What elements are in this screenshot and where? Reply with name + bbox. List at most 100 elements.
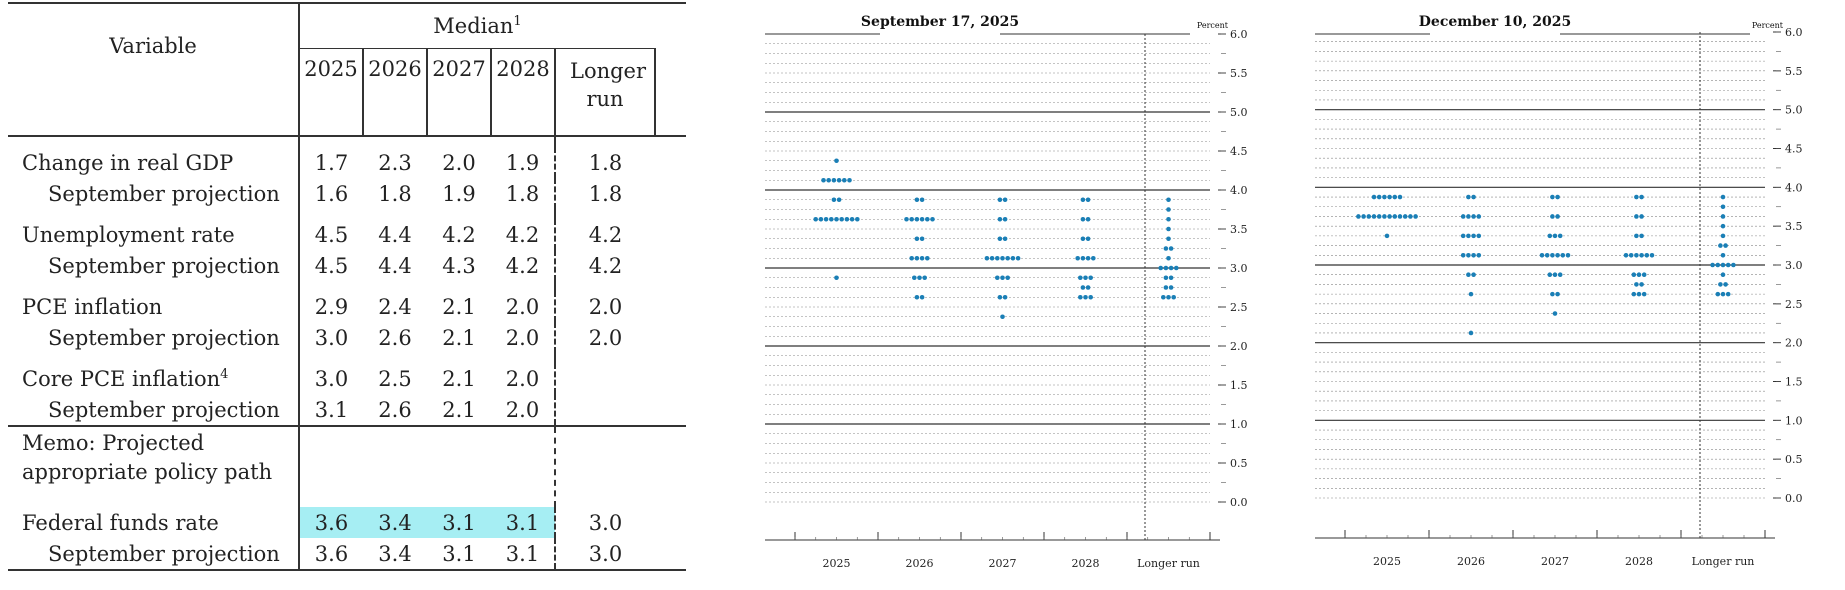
y-tick-label: 5.0 [1785,104,1803,117]
participant-dot [1725,262,1731,268]
y-tick-label: 3.0 [1785,259,1803,272]
participant-dot [1460,252,1466,258]
participant-dot [1166,255,1171,261]
participant-dot [1557,272,1563,278]
table-cell: 2.0 [442,150,476,175]
x-tick-label: Longer run [1137,557,1200,570]
participant-dot [919,216,925,222]
participant-dot [834,216,839,222]
participant-dot [1639,214,1644,219]
table-cell: 3.0 [588,510,623,535]
participant-dot [1080,216,1086,222]
participant-dot [1720,233,1726,239]
participant-dot [1168,265,1174,271]
participant-dot [1088,294,1093,300]
participant-dot [1718,282,1723,287]
table-cell: 4.3 [442,253,476,278]
y-tick-label: 5.5 [1785,65,1803,78]
table-cell: 3.1 [299,394,363,427]
table-cell: 2.9 [314,294,349,319]
projections-table: Variable Median1 2025 2026 2027 2028 Lon… [8,2,686,571]
participant-dot [1000,314,1005,320]
participant-dot [1471,194,1476,200]
participant-dot [1476,233,1482,239]
memo-label: Memo: Projected appropriate policy path [8,426,300,507]
table-cell: 4.2 [588,253,623,278]
participant-dot [1088,275,1093,281]
projections-table-panel: Variable Median1 2025 2026 2027 2028 Lon… [0,0,740,586]
y-tick-label: 2.5 [1230,301,1248,314]
participant-dot [1639,233,1644,239]
cut-cell [655,250,686,281]
dot-plot-svg: September 17, 2025 Percent 0.0 0.5 1.0 1.5 2.0… [765,14,1248,570]
participant-dot [1000,275,1005,281]
participant-dot [1080,285,1086,290]
median-header: Median1 [299,2,655,49]
participant-dot [818,216,824,222]
dot-plot-september: September 17, 2025 Percent 0.0 0.5 1.0 1.5 2.0… [760,0,1280,586]
participant-dot [1384,233,1390,239]
participant-dot [1163,265,1169,271]
y-tick-label: 4.5 [1230,145,1248,158]
row-label-text: Core PCE inflation [22,366,221,391]
x-tick-label: 2025 [823,557,851,570]
participant-dot [1468,330,1474,336]
participant-dot [1723,282,1728,287]
table-cell: 3.0 [314,325,349,350]
participant-dot [1555,291,1560,297]
participant-dot [1161,294,1166,300]
participant-dot [1555,252,1560,258]
participant-dot [1168,275,1174,281]
y-tick-label: 2.0 [1230,340,1248,353]
participant-dot [1413,214,1418,219]
table-cell: 2.0 [491,322,556,353]
table-cell: 2.1 [442,325,476,350]
participant-dot [1078,294,1083,300]
table-cell: 1.6 [314,181,349,206]
participant-dot [909,216,914,222]
participant-dot [1408,214,1413,219]
table-cell-highlighted: 3.4 [363,507,427,538]
table-cell: 1.8 [588,181,623,206]
participant-dot [1080,197,1086,203]
participant-dot [997,294,1003,300]
participant-dot [1547,272,1553,278]
participant-dot [1356,214,1361,219]
participant-dot [989,255,995,261]
x-tick-label: Longer run [1692,555,1755,568]
cut-cell [655,147,686,178]
table-cell: 2.3 [378,150,412,175]
participant-dot [1466,194,1471,200]
participant-dot [1387,214,1392,219]
participant-dot [1565,252,1571,258]
participant-dot [1010,255,1016,261]
table-row: September projection 3.6 3.4 3.1 3.1 3.0 [8,538,686,571]
table-cell: 4.4 [378,253,412,278]
y-tick-label: 6.0 [1230,28,1248,41]
participant-dot [1376,214,1382,219]
participant-dot [1005,255,1010,261]
participant-dot [1552,311,1558,316]
participant-dot [1166,226,1171,232]
y-tick-label: 3.5 [1230,223,1248,236]
row-label: September projection [8,322,300,353]
participant-dot [1634,194,1639,200]
row-label: September projection [8,250,300,281]
participant-dot [1641,272,1647,278]
participant-dot [997,216,1003,222]
participant-dot [1466,233,1471,239]
participant-dot [1361,214,1366,219]
participant-dot [1085,216,1091,222]
participant-dot [1466,272,1471,278]
y-tick-label: 1.5 [1230,379,1248,392]
participant-dot [1639,282,1644,287]
participant-dot [1174,265,1179,271]
y-tick-label: 6.0 [1785,26,1803,39]
dot-plot-svg: December 10, 2025 Percent 0.0 0.5 1.0 1.5 2.0 2… [1315,14,1803,568]
participant-dot [1725,291,1731,297]
x-tick-label: 2028 [1625,555,1653,568]
participant-dot [1628,252,1634,258]
y-tick-label: 5.0 [1230,106,1248,119]
participant-dot [1544,252,1550,258]
